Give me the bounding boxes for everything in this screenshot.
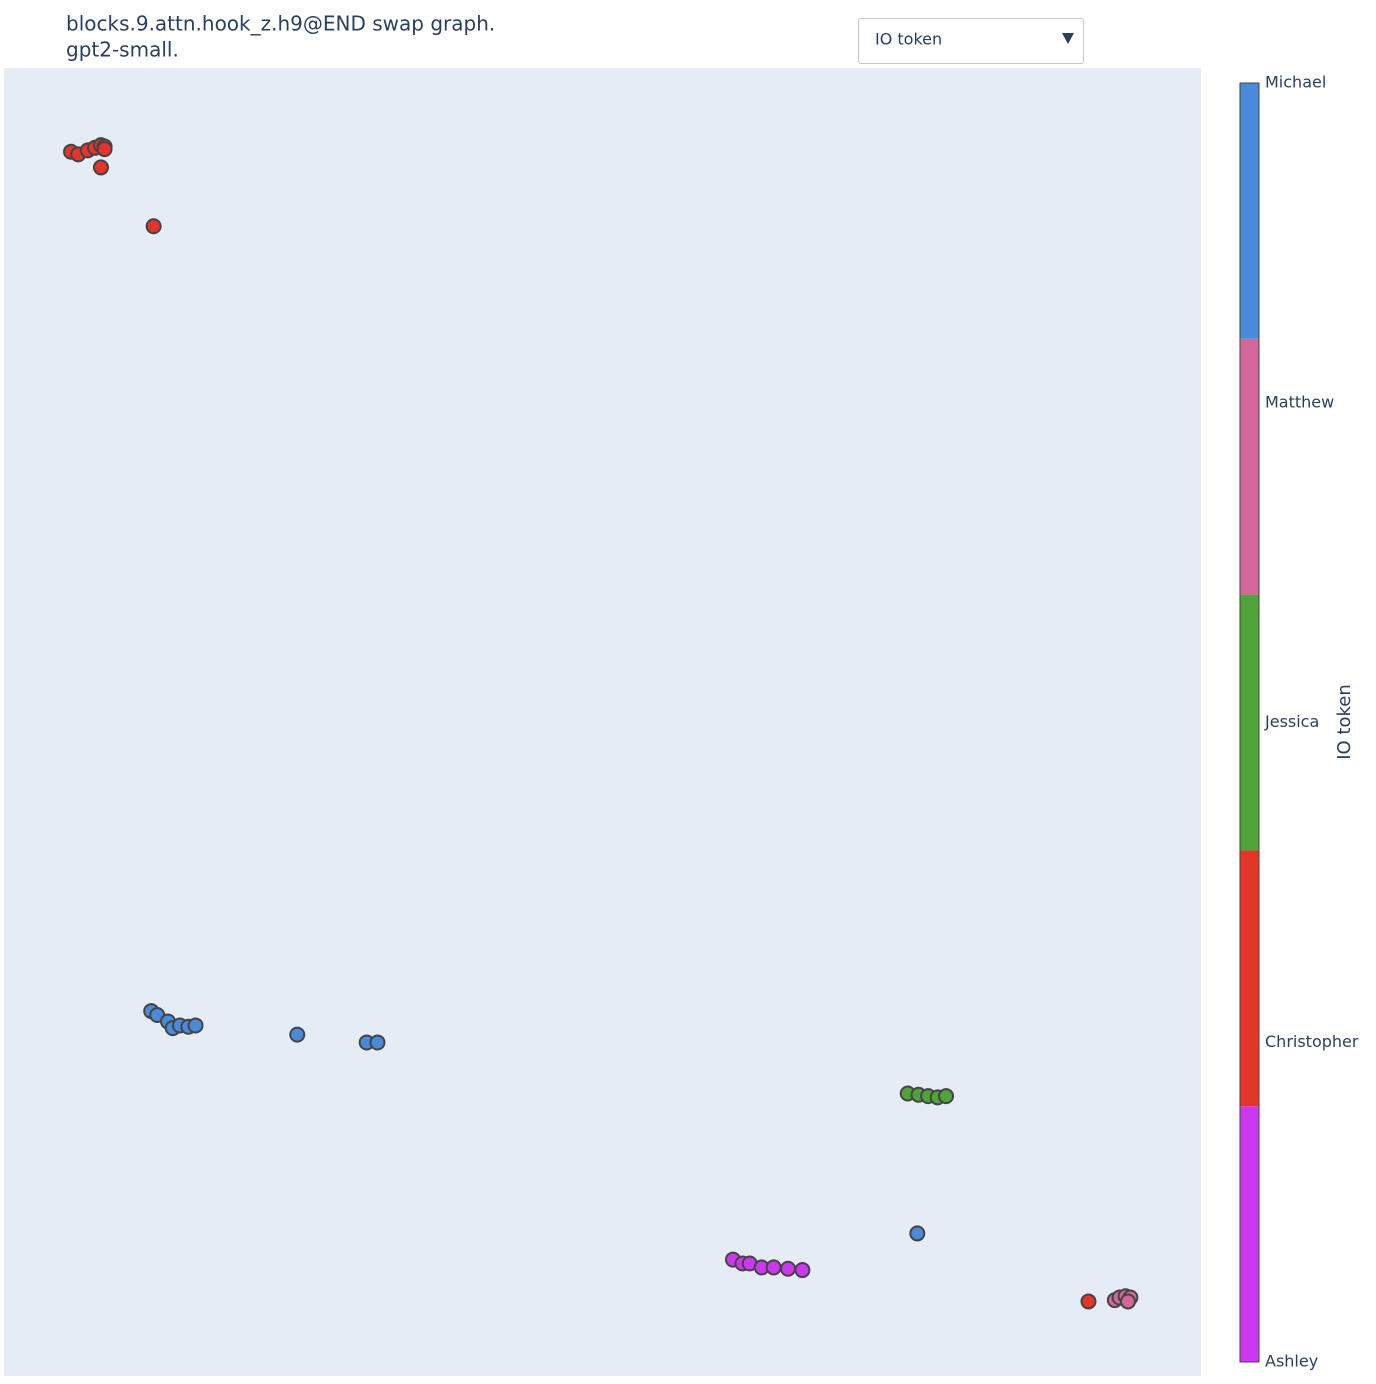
point xyxy=(938,1088,955,1105)
point xyxy=(187,1017,204,1034)
colorbar-outline xyxy=(1239,82,1260,1363)
plot-area xyxy=(4,68,1201,1376)
point xyxy=(96,141,113,158)
dropdown-box[interactable] xyxy=(858,18,1084,64)
point xyxy=(145,218,162,235)
colorbar-label: Michael xyxy=(1265,73,1326,92)
point xyxy=(780,1260,797,1277)
colorbar-segment xyxy=(1240,850,1259,1107)
colorbar-label: Jessica xyxy=(1264,712,1319,731)
colorbar-segment xyxy=(1240,338,1259,595)
point xyxy=(794,1262,811,1279)
point xyxy=(1080,1293,1097,1310)
dropdown[interactable]: IO token xyxy=(858,18,1084,64)
dropdown-arrow[interactable] xyxy=(1062,33,1074,44)
point xyxy=(369,1034,386,1051)
colorbar-title: IO token xyxy=(1334,684,1355,760)
colorbar-segment xyxy=(1240,83,1259,339)
point xyxy=(765,1259,782,1276)
colorbar-segment xyxy=(1240,594,1259,851)
point xyxy=(92,159,109,176)
point xyxy=(289,1026,306,1043)
colorbar-label: Ashley xyxy=(1265,1352,1318,1371)
colorbar-segment xyxy=(1240,1106,1259,1362)
point xyxy=(1119,1293,1136,1310)
chart-title: blocks.9.attn.hook_z.h9@END swap graph. xyxy=(66,12,495,36)
chart-subtitle: gpt2-small. xyxy=(66,38,179,62)
point xyxy=(909,1225,926,1242)
colorbar-label: Matthew xyxy=(1265,392,1334,411)
colorbar-label: Christopher xyxy=(1265,1032,1359,1051)
dropdown-label[interactable]: IO token xyxy=(875,30,942,49)
